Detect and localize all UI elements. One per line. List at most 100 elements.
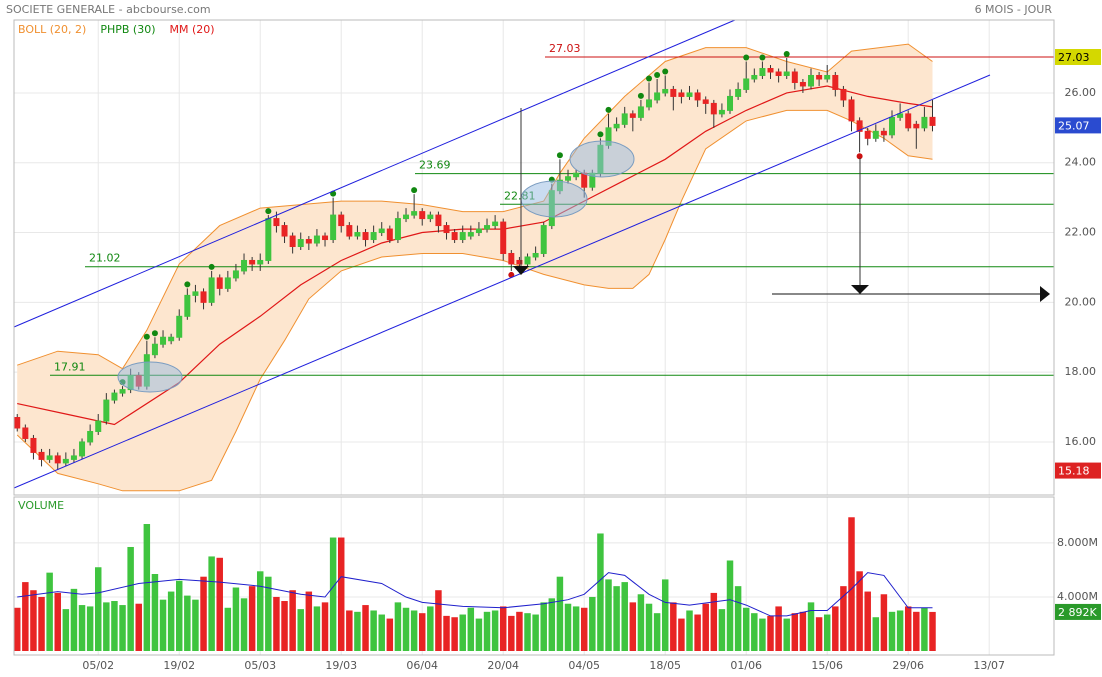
volume-bar [38, 596, 45, 651]
y-tick-label: 24.00 [1065, 156, 1097, 169]
volume-bar [775, 606, 782, 651]
volume-bar [653, 613, 661, 651]
highlight-ellipse [520, 180, 588, 218]
arrow-head [1040, 286, 1050, 302]
candle-body [565, 176, 572, 181]
candle-body [459, 232, 466, 241]
candle-body [70, 455, 77, 460]
volume-bar [605, 579, 612, 651]
volume-bar [451, 617, 458, 651]
y-tick-label: 22.00 [1065, 226, 1097, 239]
volume-bar [297, 609, 304, 651]
x-tick-label: 04/05 [568, 659, 600, 672]
volume-bar [62, 609, 70, 651]
volume-bar [103, 602, 110, 651]
volume-bar [734, 586, 742, 651]
volume-bar [888, 611, 896, 651]
volume-bar [232, 587, 240, 651]
candle-body [767, 68, 774, 73]
volume-bar [54, 592, 61, 651]
candle-body [403, 214, 410, 220]
volume-bar [240, 598, 248, 651]
level-label: 21.02 [89, 252, 121, 265]
candle-body [200, 291, 207, 303]
candle-body [905, 113, 912, 129]
candle-body [241, 259, 248, 272]
volume-bar [929, 611, 936, 651]
candle-body [613, 123, 620, 129]
volume-bar [726, 560, 734, 651]
candle-body [670, 88, 677, 97]
value-box: 25.07 [1055, 117, 1101, 134]
arrow-head [851, 285, 869, 294]
volume-bar [904, 606, 912, 651]
candle-body [354, 232, 361, 237]
header-title: SOCIETE GENERALE - abcbourse.com [6, 3, 211, 16]
candle-body [208, 277, 215, 303]
volume-bar [491, 610, 499, 651]
candle-body [443, 225, 450, 234]
candle-body [22, 427, 29, 439]
volume-bar [14, 607, 21, 651]
volume-bar [637, 594, 645, 651]
candle-body [759, 68, 766, 76]
x-tick-label: 20/04 [487, 659, 519, 672]
candle-body [435, 214, 442, 227]
candle-body [313, 235, 320, 244]
candle-body [54, 455, 61, 464]
volume-bar [880, 594, 888, 651]
volume-bar [872, 617, 880, 651]
volume-bar [556, 576, 564, 651]
volume-bar [46, 572, 53, 651]
candle-body [832, 74, 839, 90]
phpb-high [662, 68, 669, 75]
volume-bar [329, 537, 337, 651]
candle-body [637, 106, 644, 118]
volume-bar [864, 591, 871, 651]
x-tick-label: 19/02 [163, 659, 195, 672]
volume-bar [718, 609, 726, 651]
volume-bar [896, 610, 904, 651]
candle-body [224, 277, 231, 289]
volume-bar [459, 614, 466, 651]
volume-bar [524, 613, 531, 651]
volume-bar [702, 603, 709, 651]
candle-body [419, 211, 426, 220]
value-box-bg [1055, 48, 1101, 65]
legend-entry: PHPB (30) [100, 23, 155, 36]
candle-body [62, 458, 69, 464]
volume-bar [313, 606, 321, 651]
value-box-label: 27.03 [1058, 51, 1090, 64]
candle-body [30, 437, 37, 453]
annotations [13, 19, 1050, 489]
volume-bar [597, 533, 604, 651]
candle-body [484, 225, 491, 230]
y2-tick-label: 4.000M [1057, 590, 1098, 603]
volume-bar [427, 606, 434, 651]
volume-bar [192, 599, 199, 651]
bollinger-upper [17, 43, 933, 370]
candle-body [799, 81, 806, 87]
volume-bar [78, 605, 86, 651]
candle-body [322, 235, 329, 241]
volume-bar [346, 610, 353, 651]
level-label: 17.91 [54, 360, 86, 373]
candle-body [370, 232, 377, 241]
phpb-high [143, 333, 150, 340]
x-tick-label: 15/06 [811, 659, 843, 672]
volume-bar [751, 613, 758, 651]
volume-bar [119, 605, 126, 651]
volume-bar [694, 614, 701, 651]
candle-body [192, 291, 199, 296]
arrow-head [513, 266, 529, 275]
volume-bar [645, 603, 653, 651]
volume-bar [418, 613, 426, 651]
candle-body [581, 172, 588, 188]
volume-bar [516, 611, 523, 651]
volume-bar [216, 557, 223, 651]
volume-bar [354, 611, 361, 651]
volume-bar [799, 611, 807, 651]
volume-bar [94, 567, 102, 651]
volume-bar [248, 586, 256, 651]
volume-bar [589, 596, 596, 651]
